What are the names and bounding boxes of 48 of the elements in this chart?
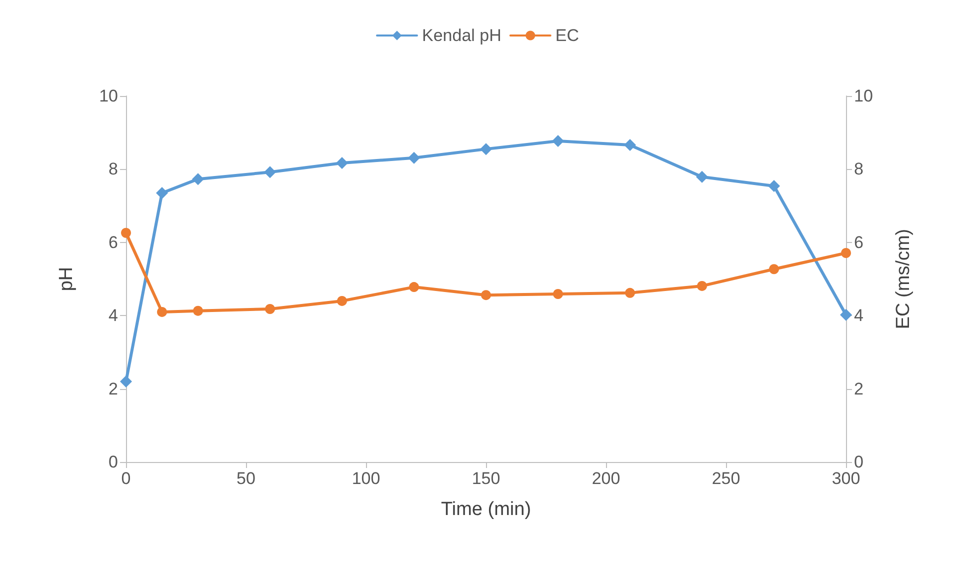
point [156, 186, 168, 199]
y2-tick-label: 8 [854, 160, 864, 179]
x-tick-label: 0 [121, 469, 131, 488]
legend-label: EC [555, 26, 580, 45]
point [841, 248, 851, 258]
y-tick-label: 6 [108, 232, 118, 252]
y2-tick-label: 4 [854, 306, 864, 326]
point [192, 173, 204, 186]
point [264, 166, 276, 178]
point [553, 289, 563, 300]
x-tick-label: 150 [472, 469, 500, 488]
y-tick-label: 4 [108, 306, 118, 326]
point [769, 264, 779, 274]
point [408, 152, 420, 164]
x-tick-label: 200 [592, 469, 620, 488]
y-tick-label: 8 [108, 160, 118, 179]
point [157, 306, 167, 317]
legend-label: Kendal pH [422, 26, 502, 45]
point [697, 280, 707, 291]
y2-axis-title: EC (ms/cm) [893, 228, 914, 330]
point [625, 288, 635, 298]
point [121, 228, 131, 238]
x-tick-label: 50 [236, 469, 256, 488]
point [696, 170, 708, 183]
point [336, 156, 348, 169]
y2-tick-label: 10 [854, 86, 873, 106]
y-tick-label: 10 [99, 86, 118, 106]
y2-tick-label: 6 [854, 232, 864, 252]
point [337, 296, 347, 306]
point [481, 290, 491, 300]
x-tick-label: 250 [712, 469, 740, 488]
point [409, 282, 419, 292]
point [624, 139, 636, 152]
point [840, 308, 852, 321]
point [120, 375, 132, 388]
x-tick-label: 300 [832, 469, 860, 488]
point [480, 143, 492, 156]
x-axis-title: Time (min) [440, 499, 532, 520]
point [552, 135, 564, 148]
point [193, 306, 203, 316]
y2-tick-label: 0 [854, 452, 864, 472]
y-tick-label: 2 [108, 379, 118, 398]
y-axis-title: pH [56, 266, 77, 292]
y2-tick-label: 2 [854, 379, 864, 398]
point [768, 180, 780, 192]
y-tick-label: 0 [108, 452, 118, 472]
x-tick-label: 100 [352, 469, 380, 488]
point [265, 304, 275, 314]
